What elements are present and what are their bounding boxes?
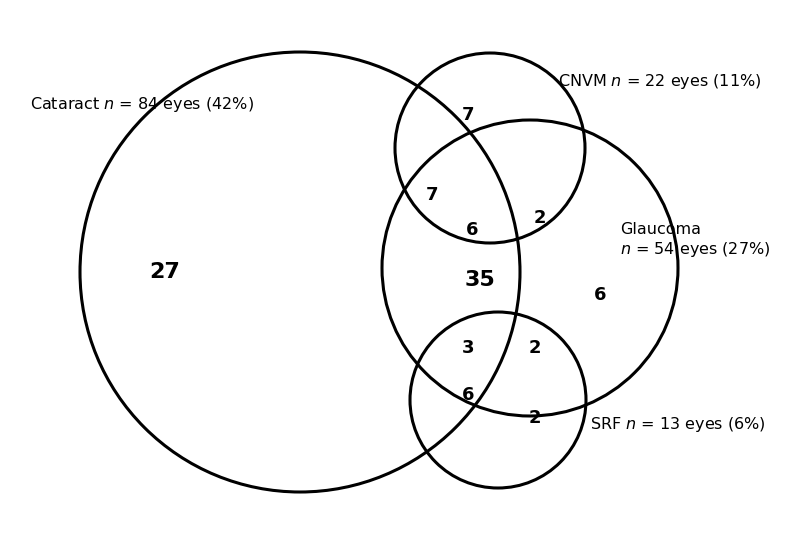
Text: CNVM $n$ = 22 eyes (11%): CNVM $n$ = 22 eyes (11%) xyxy=(558,72,762,91)
Text: Glaucoma
$n$ = 54 eyes (27%): Glaucoma $n$ = 54 eyes (27%) xyxy=(620,222,770,259)
Text: 6: 6 xyxy=(466,221,478,239)
Text: 7: 7 xyxy=(426,186,438,204)
Text: 6: 6 xyxy=(462,386,474,404)
Text: 2: 2 xyxy=(529,339,542,357)
Text: 35: 35 xyxy=(465,270,495,290)
Text: 2: 2 xyxy=(534,209,546,227)
Text: 6: 6 xyxy=(594,286,606,304)
Text: 27: 27 xyxy=(150,262,181,282)
Text: Cataract $n$ = 84 eyes (42%): Cataract $n$ = 84 eyes (42%) xyxy=(30,95,254,114)
Text: 2: 2 xyxy=(529,409,542,427)
Text: SRF $n$ = 13 eyes (6%): SRF $n$ = 13 eyes (6%) xyxy=(590,415,766,434)
Text: 3: 3 xyxy=(462,339,474,357)
Text: 7: 7 xyxy=(462,106,474,124)
